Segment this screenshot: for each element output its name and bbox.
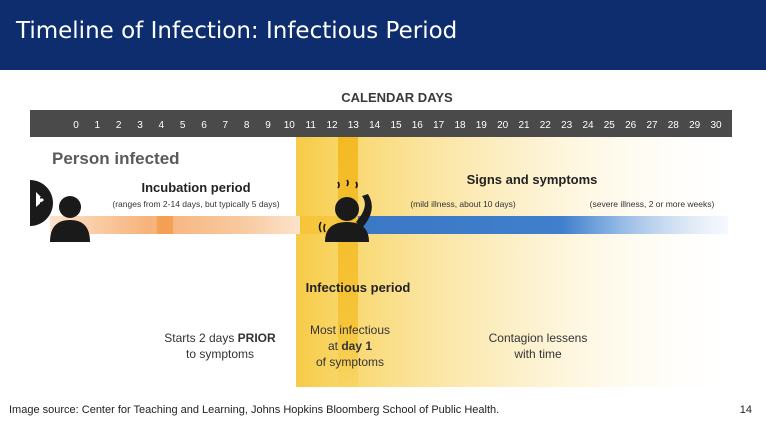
most-infectious-line3: of symptoms bbox=[316, 355, 384, 369]
coughing-person-icon bbox=[30, 180, 53, 226]
most-infectious-day: day 1 bbox=[341, 339, 372, 353]
day-tick-13: 13 bbox=[348, 120, 360, 131]
day-tick-7: 7 bbox=[223, 120, 229, 131]
day-tick-21: 21 bbox=[518, 120, 530, 131]
day-tick-4: 4 bbox=[159, 120, 165, 131]
incubation-note: (ranges from 2-14 days, but typically 5 … bbox=[112, 199, 279, 209]
person-icon bbox=[50, 196, 90, 242]
contagion-line1: Contagion lessens bbox=[489, 331, 588, 345]
incubation-title: Incubation period bbox=[141, 180, 250, 195]
severe-illness-note: (severe illness, 2 or more weeks) bbox=[590, 199, 715, 209]
contagion-line2: with time bbox=[513, 347, 562, 361]
day-tick-0: 0 bbox=[73, 120, 79, 131]
day-tick-5: 5 bbox=[180, 120, 186, 131]
day-tick-10: 10 bbox=[284, 120, 296, 131]
day-tick-1: 1 bbox=[95, 120, 101, 131]
day-tick-15: 15 bbox=[390, 120, 402, 131]
day-tick-19: 19 bbox=[476, 120, 488, 131]
day-tick-6: 6 bbox=[201, 120, 207, 131]
day-tick-30: 30 bbox=[710, 120, 722, 131]
incubation-bar bbox=[50, 216, 300, 234]
day-tick-26: 26 bbox=[625, 120, 637, 131]
starts-prior-bold: PRIOR bbox=[238, 331, 276, 345]
image-source-caption: Image source: Center for Teaching and Le… bbox=[9, 404, 500, 416]
day-tick-24: 24 bbox=[582, 120, 594, 131]
day-tick-25: 25 bbox=[604, 120, 616, 131]
day-tick-14: 14 bbox=[369, 120, 381, 131]
day-tick-17: 17 bbox=[433, 120, 445, 131]
calendar-day-ticks: 0 1 2 3 4 5 6 7 8 9 10 11 12 13 14 15 16 17 18 19 20 21 22 23 24… bbox=[73, 120, 722, 131]
day-tick-28: 28 bbox=[668, 120, 680, 131]
calendar-day-bar bbox=[30, 110, 732, 137]
symptoms-title: Signs and symptoms bbox=[467, 172, 598, 187]
slide-title: Timeline of Infection: Infectious Period bbox=[16, 18, 458, 44]
day-tick-8: 8 bbox=[244, 120, 250, 131]
day-tick-2: 2 bbox=[116, 120, 122, 131]
day-tick-23: 23 bbox=[561, 120, 573, 131]
most-infectious-line2: at day 1 bbox=[328, 339, 372, 353]
person-infected-label: Person infected bbox=[52, 149, 180, 168]
day-tick-3: 3 bbox=[137, 120, 143, 131]
slide-header: Timeline of Infection: Infectious Period bbox=[0, 0, 766, 70]
day-tick-20: 20 bbox=[497, 120, 509, 131]
page-number: 14 bbox=[739, 404, 752, 416]
day-tick-29: 29 bbox=[689, 120, 701, 131]
mild-illness-note: (mild illness, about 10 days) bbox=[410, 199, 516, 209]
day-tick-11: 11 bbox=[306, 120, 317, 131]
sick-person-icon bbox=[318, 179, 372, 242]
timeline-diagram: CALENDAR DAYS 0 1 2 3 4 5 6 7 8 9 10 11 12 13 14 15 16 17… bbox=[30, 90, 732, 387]
incubation-typical-marker bbox=[157, 216, 173, 234]
calendar-days-label: CALENDAR DAYS bbox=[341, 90, 453, 105]
symptoms-bar bbox=[358, 216, 728, 234]
most-infectious-line1: Most infectious bbox=[310, 323, 390, 337]
starts-prior-line2: to symptoms bbox=[186, 347, 254, 361]
day-tick-22: 22 bbox=[540, 120, 552, 131]
day-tick-12: 12 bbox=[326, 120, 338, 131]
infectious-period-title: Infectious period bbox=[306, 280, 411, 295]
day-tick-27: 27 bbox=[646, 120, 658, 131]
day-tick-16: 16 bbox=[412, 120, 424, 131]
most-infectious-at: at bbox=[328, 339, 341, 353]
starts-prior-text: Starts 2 days PRIOR bbox=[164, 331, 276, 345]
day-tick-18: 18 bbox=[454, 120, 466, 131]
infectious-period-region bbox=[296, 137, 720, 387]
day-tick-9: 9 bbox=[265, 120, 271, 131]
starts-prior-line1: Starts 2 days bbox=[164, 331, 237, 345]
